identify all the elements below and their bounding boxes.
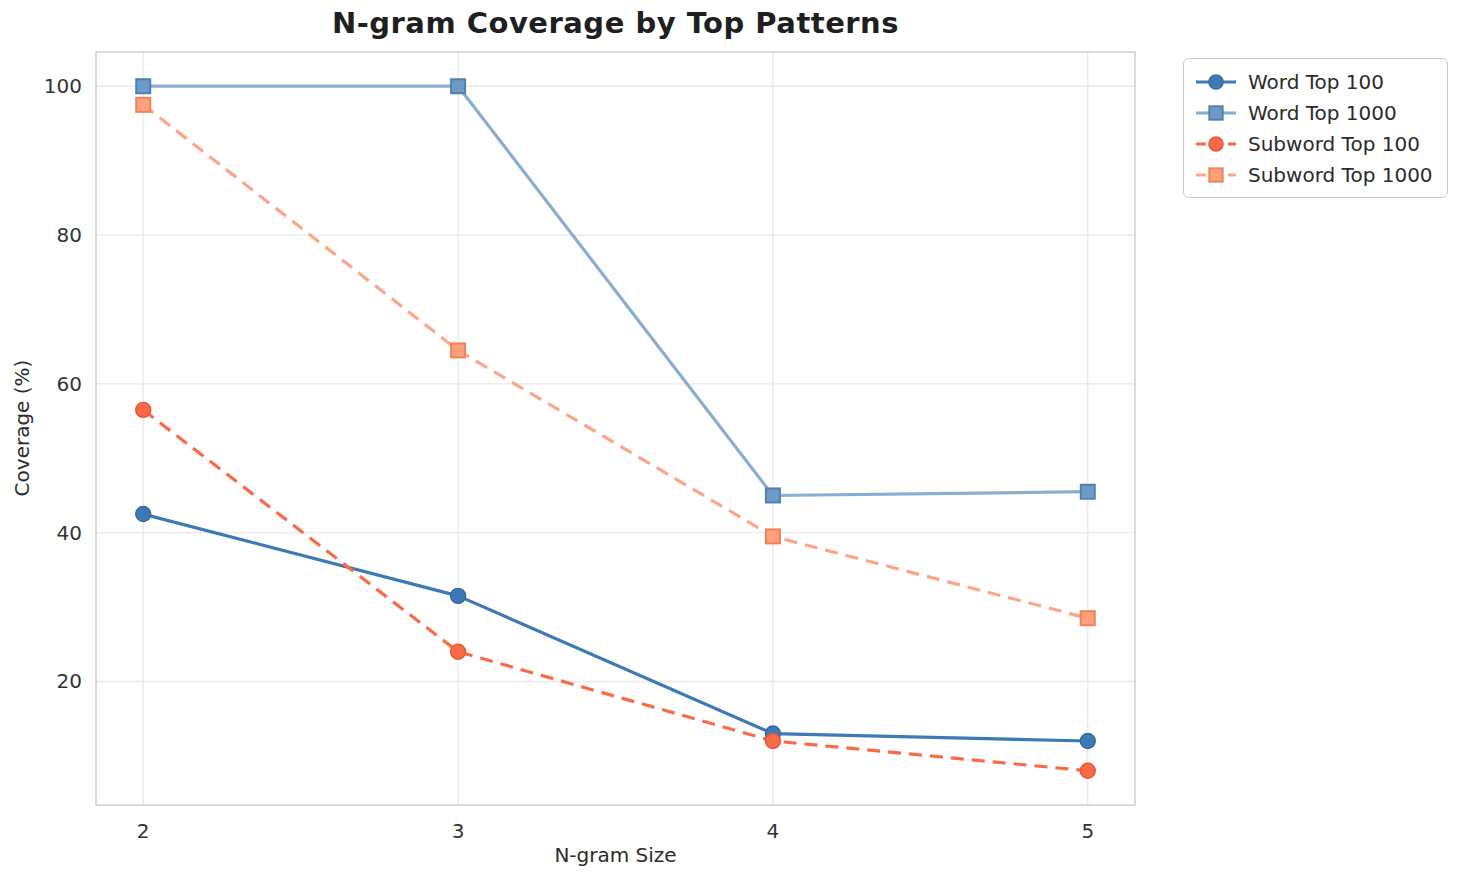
x-tick-label: 3 [452, 819, 465, 843]
x-axis-label: N-gram Size [96, 843, 1135, 867]
legend-item-word-top-100: Word Top 100 [1195, 66, 1433, 97]
legend-item-word-top-1000: Word Top 1000 [1195, 97, 1433, 128]
series-line [143, 410, 1088, 771]
series-line [143, 514, 1088, 741]
y-tick-label: 60 [57, 372, 82, 396]
legend-swatch-dashed-circle-icon [1195, 133, 1237, 155]
legend-item-subword-top-100: Subword Top 100 [1195, 128, 1433, 159]
legend-label: Word Top 1000 [1248, 101, 1397, 125]
x-tick-label: 2 [137, 819, 150, 843]
legend-label: Subword Top 100 [1248, 132, 1420, 156]
chart-figure: N-gram Coverage by Top Patterns Coverage… [0, 0, 1478, 885]
y-tick-label: 20 [57, 669, 82, 693]
x-tick-label: 4 [767, 819, 780, 843]
legend-label: Subword Top 1000 [1248, 163, 1433, 187]
legend-swatch-line-square-icon [1195, 102, 1237, 124]
legend: Word Top 100 Word Top 1000 Subword Top 1… [1183, 58, 1448, 198]
legend-item-subword-top-1000: Subword Top 1000 [1195, 159, 1433, 190]
legend-swatch-dashed-square-icon [1195, 164, 1237, 186]
y-tick-label: 40 [57, 521, 82, 545]
y-tick-label: 100 [44, 74, 82, 98]
series-line [143, 86, 1088, 495]
series-line [143, 105, 1088, 618]
x-tick-label: 5 [1081, 819, 1094, 843]
legend-label: Word Top 100 [1248, 70, 1384, 94]
legend-swatch-line-circle-icon [1195, 71, 1237, 93]
y-tick-label: 80 [57, 223, 82, 247]
